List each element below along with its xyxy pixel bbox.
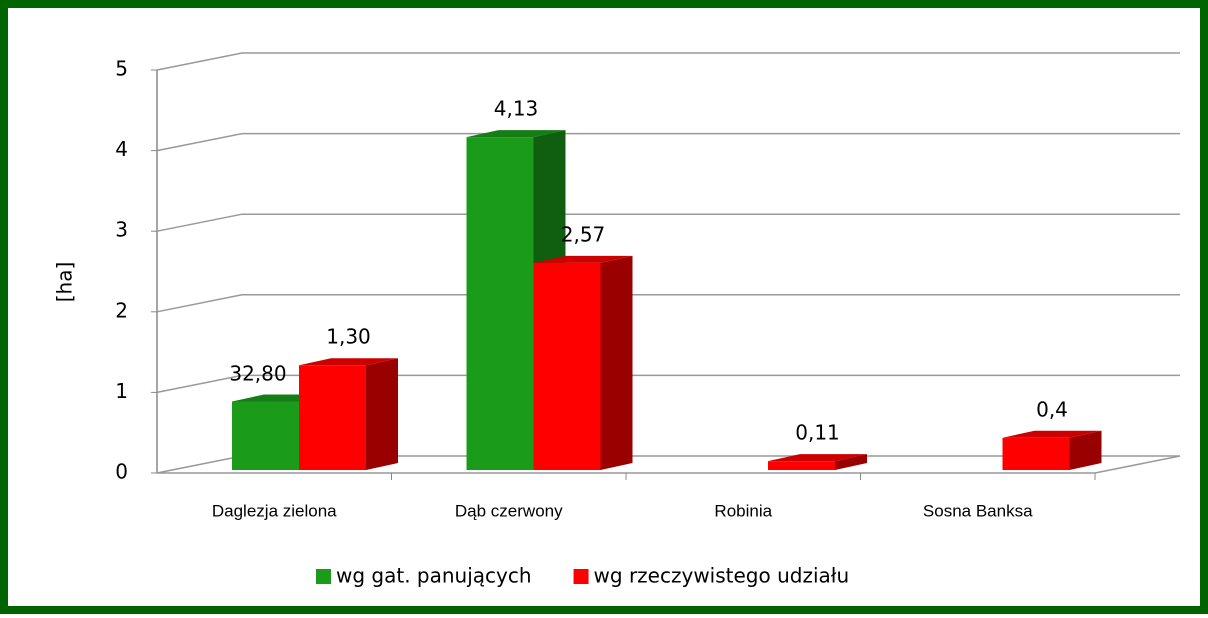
bar-top bbox=[1002, 430, 1102, 438]
grid-line bbox=[156, 294, 1180, 313]
y-tick-label: 3 bbox=[115, 218, 128, 242]
x-tick-label: Dąb czerwony bbox=[455, 501, 563, 520]
bar bbox=[533, 255, 633, 470]
y-tick-label: 1 bbox=[115, 379, 128, 403]
x-tick-label: Daglezja zielona bbox=[212, 501, 337, 520]
grid-line bbox=[156, 374, 1180, 394]
bar-side bbox=[1069, 430, 1102, 470]
bar-side bbox=[366, 358, 398, 470]
bar-top bbox=[768, 454, 867, 462]
grid-line bbox=[156, 132, 1180, 152]
y-axis-label: [ha] bbox=[53, 262, 77, 303]
y-tick-label: 5 bbox=[115, 57, 128, 81]
legend-swatch bbox=[573, 569, 589, 584]
data-label: 1,30 bbox=[326, 325, 371, 349]
bar-side bbox=[600, 255, 633, 470]
grid-line bbox=[156, 213, 1180, 232]
legend-label: wg gat. panujących bbox=[336, 564, 532, 588]
bar-top bbox=[533, 255, 633, 263]
data-label: 2,57 bbox=[561, 222, 606, 246]
legend-swatch bbox=[316, 569, 331, 584]
bar-front bbox=[1002, 437, 1070, 470]
x-tick-label: Sosna Banksa bbox=[923, 501, 1033, 520]
grid-line bbox=[156, 52, 1180, 71]
annotation: 32,80 bbox=[229, 362, 286, 386]
data-label: 0,11 bbox=[795, 421, 840, 445]
bar-front bbox=[466, 137, 534, 470]
bar-front bbox=[232, 401, 299, 470]
y-tick-label: 0 bbox=[115, 460, 128, 484]
bar-front bbox=[533, 262, 601, 470]
x-tick-label: Robinia bbox=[714, 501, 772, 520]
data-label: 4,13 bbox=[494, 97, 539, 121]
bar bbox=[1002, 430, 1102, 470]
bar-front bbox=[768, 461, 835, 470]
bar-top bbox=[299, 358, 398, 366]
bar-top bbox=[466, 130, 566, 138]
legend-label: wg rzeczywistego udziału bbox=[594, 564, 850, 588]
data-label: 0,4 bbox=[1036, 397, 1068, 421]
y-tick-label: 4 bbox=[115, 137, 128, 161]
bar bbox=[299, 358, 398, 470]
y-tick-label: 2 bbox=[115, 298, 128, 322]
bar-side bbox=[835, 454, 867, 470]
bar bbox=[768, 454, 867, 470]
bar-front bbox=[299, 365, 366, 470]
